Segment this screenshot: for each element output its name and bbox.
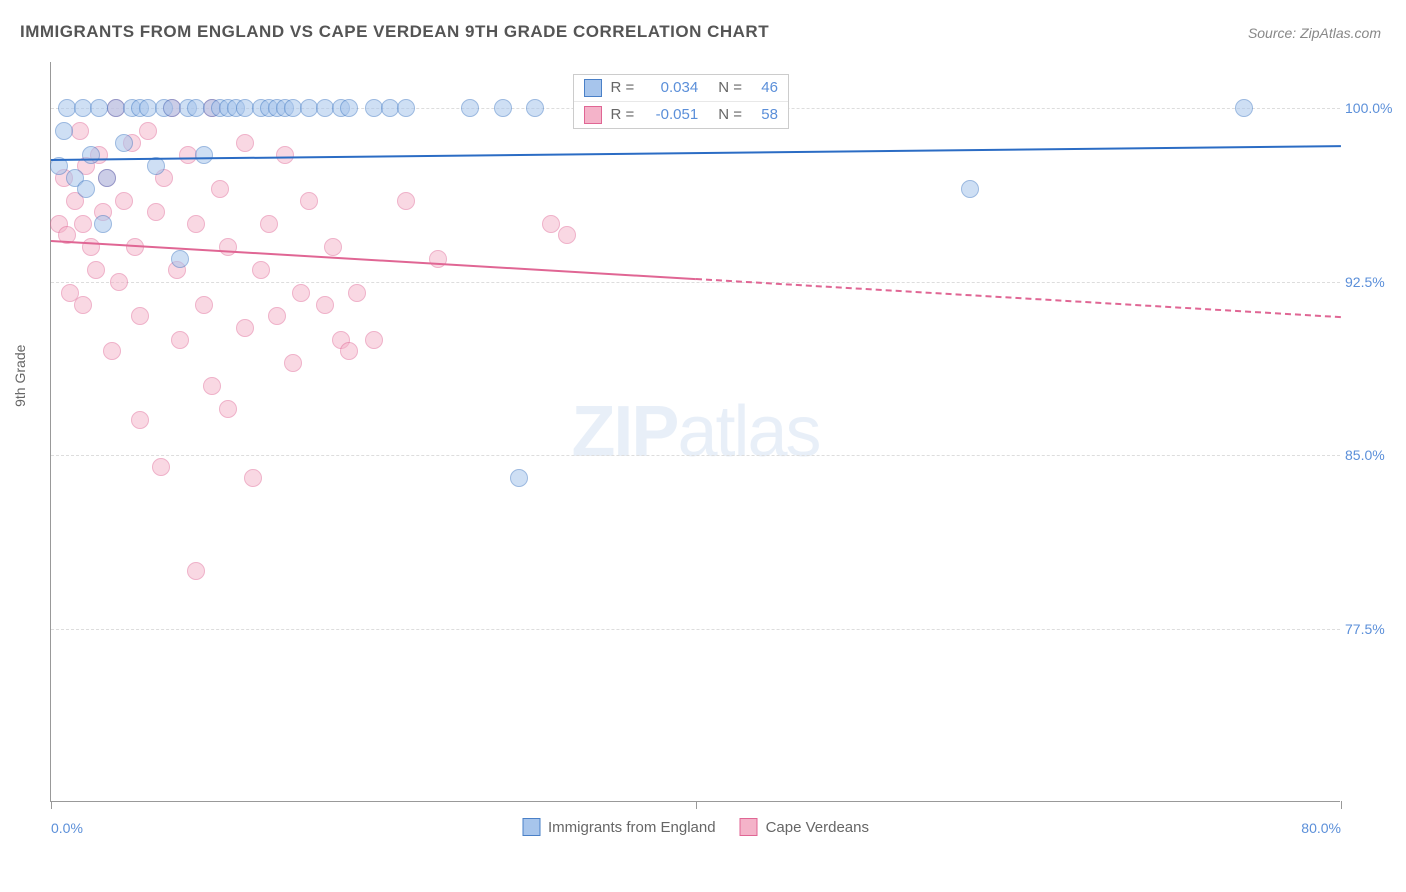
scatter-point	[139, 122, 157, 140]
stats-r-value: -0.051	[642, 106, 698, 123]
x-tick-label: 80.0%	[1301, 820, 1341, 836]
chart-source: Source: ZipAtlas.com	[1248, 25, 1381, 41]
scatter-point	[74, 296, 92, 314]
scatter-point	[203, 377, 221, 395]
scatter-point	[244, 469, 262, 487]
scatter-point	[340, 99, 358, 117]
y-tick-label: 85.0%	[1345, 447, 1405, 463]
scatter-point	[71, 122, 89, 140]
scatter-point	[103, 342, 121, 360]
stats-r-label: R =	[610, 106, 634, 123]
x-tick	[696, 801, 697, 809]
gridline	[51, 629, 1340, 630]
stats-n-value: 58	[750, 106, 778, 123]
scatter-point	[397, 192, 415, 210]
scatter-point	[110, 273, 128, 291]
scatter-point	[276, 146, 294, 164]
scatter-point	[115, 192, 133, 210]
series-swatch	[584, 106, 602, 124]
y-tick-label: 100.0%	[1345, 100, 1405, 116]
scatter-point	[348, 284, 366, 302]
scatter-point	[397, 99, 415, 117]
y-axis-label: 9th Grade	[12, 345, 28, 407]
scatter-point	[252, 261, 270, 279]
scatter-point	[268, 307, 286, 325]
scatter-point	[340, 342, 358, 360]
trendline	[51, 240, 696, 280]
scatter-point	[171, 250, 189, 268]
scatter-point	[87, 261, 105, 279]
x-tick	[51, 801, 52, 809]
scatter-point	[219, 400, 237, 418]
scatter-point	[961, 180, 979, 198]
scatter-point	[260, 215, 278, 233]
stats-row: R = 0.034 N = 46	[574, 75, 788, 101]
y-tick-label: 92.5%	[1345, 274, 1405, 290]
x-tick	[1341, 801, 1342, 809]
watermark: ZIPatlas	[571, 391, 819, 473]
scatter-point	[526, 99, 544, 117]
scatter-point	[98, 169, 116, 187]
scatter-point	[211, 180, 229, 198]
legend-label: Cape Verdeans	[766, 819, 869, 836]
scatter-point	[195, 146, 213, 164]
scatter-point	[187, 215, 205, 233]
series-swatch	[740, 818, 758, 836]
scatter-point	[292, 284, 310, 302]
scatter-point	[131, 411, 149, 429]
scatter-point	[461, 99, 479, 117]
scatter-point	[195, 296, 213, 314]
stats-legend-box: R = 0.034 N = 46 R = -0.051 N = 58	[573, 74, 789, 129]
scatter-point	[55, 122, 73, 140]
scatter-point	[131, 307, 149, 325]
scatter-point	[1235, 99, 1253, 117]
stats-n-value: 46	[750, 79, 778, 96]
scatter-point	[558, 226, 576, 244]
legend: Immigrants from England Cape Verdeans	[522, 818, 869, 836]
scatter-point	[236, 319, 254, 337]
scatter-point	[187, 562, 205, 580]
series-swatch	[522, 818, 540, 836]
series-swatch	[584, 79, 602, 97]
x-tick-label: 0.0%	[51, 820, 83, 836]
scatter-point	[82, 238, 100, 256]
legend-item: Immigrants from England	[522, 818, 716, 836]
y-tick-label: 77.5%	[1345, 621, 1405, 637]
chart-title: IMMIGRANTS FROM ENGLAND VS CAPE VERDEAN …	[20, 22, 769, 42]
scatter-point	[171, 331, 189, 349]
scatter-point	[510, 469, 528, 487]
scatter-point	[74, 215, 92, 233]
watermark-light: atlas	[677, 392, 819, 472]
scatter-point	[300, 192, 318, 210]
scatter-point	[542, 215, 560, 233]
gridline	[51, 455, 1340, 456]
gridline	[51, 282, 1340, 283]
stats-row: R = -0.051 N = 58	[574, 101, 788, 128]
watermark-bold: ZIP	[571, 392, 677, 472]
stats-n-label: N =	[718, 106, 742, 123]
legend-item: Cape Verdeans	[740, 818, 869, 836]
scatter-point	[236, 134, 254, 152]
stats-r-value: 0.034	[642, 79, 698, 96]
scatter-point	[115, 134, 133, 152]
scatter-point	[219, 238, 237, 256]
scatter-point	[77, 180, 95, 198]
scatter-point	[494, 99, 512, 117]
scatter-point	[94, 215, 112, 233]
scatter-point	[147, 203, 165, 221]
scatter-point	[316, 296, 334, 314]
scatter-point	[365, 331, 383, 349]
scatter-point	[324, 238, 342, 256]
trendline	[696, 278, 1341, 318]
scatter-point	[284, 354, 302, 372]
legend-label: Immigrants from England	[548, 819, 716, 836]
scatter-point	[82, 146, 100, 164]
stats-r-label: R =	[610, 79, 634, 96]
chart-plot-area: ZIPatlas 77.5%85.0%92.5%100.0%0.0%80.0%R…	[50, 62, 1340, 802]
scatter-point	[152, 458, 170, 476]
stats-n-label: N =	[718, 79, 742, 96]
